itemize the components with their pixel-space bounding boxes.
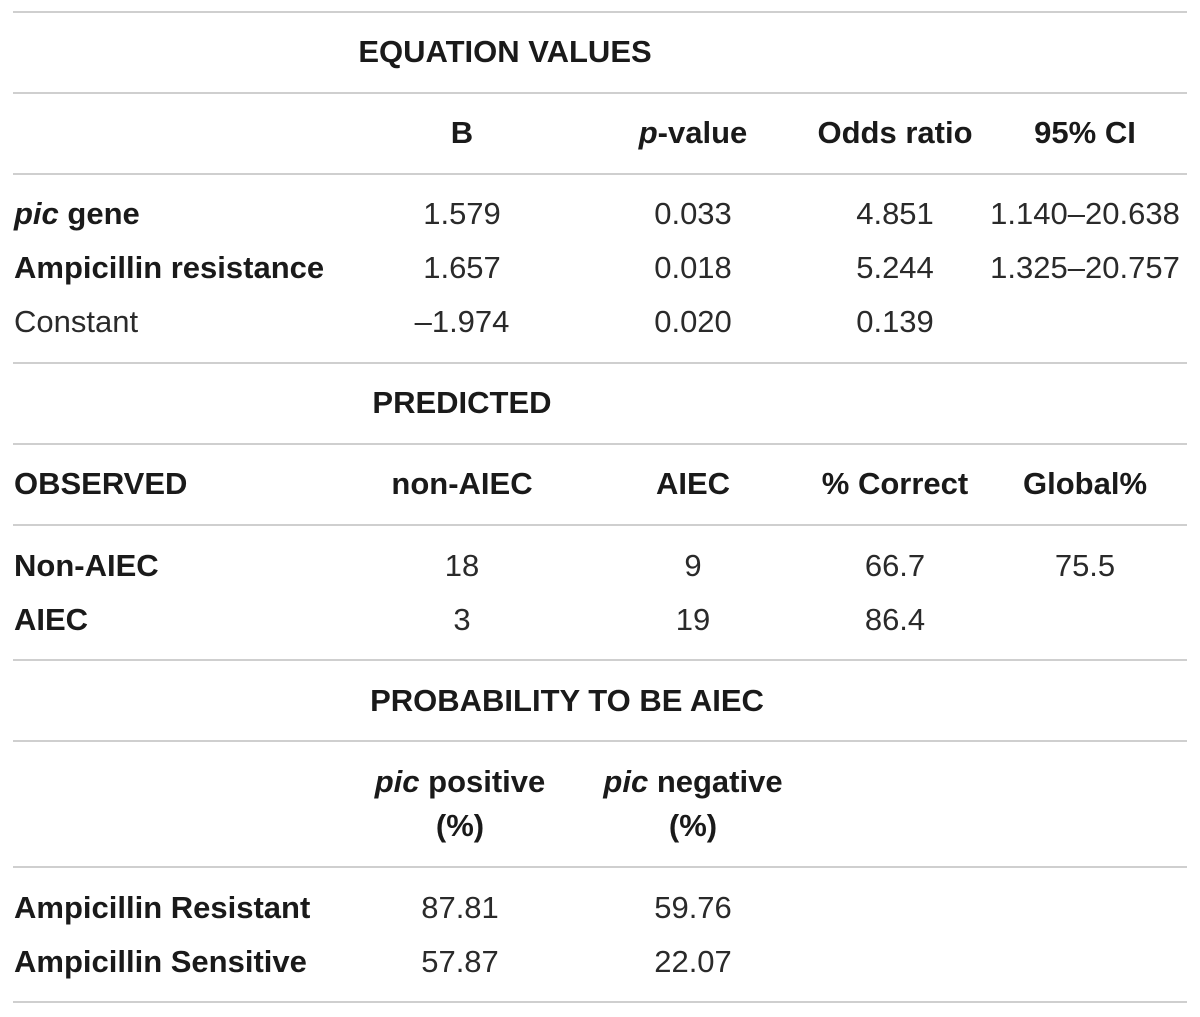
cell-value: 1.579	[423, 196, 501, 231]
cell-value: 19	[675, 602, 711, 637]
cell-value: 0.018	[654, 250, 732, 285]
row-label-ampicillin-resistance: Ampicillin resistance	[14, 250, 325, 285]
cell-value: 87.81	[421, 890, 499, 925]
header-percent-correct: % Correct	[821, 466, 969, 501]
cell-value: 3	[453, 602, 471, 637]
predicted-title-rule	[13, 443, 1187, 445]
cell-value: 1.325–20.757	[990, 250, 1180, 285]
predicted-header-rule	[13, 524, 1187, 526]
row-label-pic-gene: pic gene	[14, 194, 140, 234]
header-p-value: p-value	[639, 113, 748, 153]
header-pic-positive: pic positive (%)	[375, 760, 546, 848]
table-bottom-rule	[13, 1001, 1187, 1003]
cell-value: 0.033	[654, 196, 732, 231]
probability-title-rule	[13, 740, 1187, 742]
header-pic-positive-line1: pic positive	[375, 760, 546, 804]
cell-value: 1.140–20.638	[990, 196, 1180, 231]
cell-value: 66.7	[864, 548, 926, 583]
row-label-ampicillin-sensitive: Ampicillin Sensitive	[14, 944, 307, 979]
cell-value: 59.76	[654, 890, 732, 925]
cell-value: –1.974	[414, 304, 510, 339]
probability-header-rule	[13, 866, 1187, 868]
pic-gene-rest: gene	[58, 196, 140, 231]
probability-section-title: PROBABILITY TO BE AIEC	[370, 683, 764, 718]
pic-italic: pic	[14, 196, 59, 231]
predicted-section-rule	[13, 659, 1187, 661]
row-label-constant: Constant	[14, 304, 139, 339]
header-p-italic: p	[638, 115, 658, 150]
row-label-aiec: AIEC	[14, 602, 89, 637]
header-global-percent: Global%	[1022, 466, 1148, 501]
row-label-ampicillin-resistant: Ampicillin Resistant	[14, 890, 311, 925]
header-95-ci: 95% CI	[1034, 115, 1136, 150]
cell-value: 0.020	[654, 304, 732, 339]
cell-value: 1.657	[423, 250, 501, 285]
cell-value: 57.87	[421, 944, 499, 979]
cell-value: 4.851	[856, 196, 934, 231]
cell-value: 9	[684, 548, 702, 583]
equation-header-rule	[13, 173, 1187, 175]
equation-section-rule	[13, 362, 1187, 364]
header-pic-positive-unit: (%)	[435, 808, 485, 843]
negative-rest: negative	[648, 764, 783, 799]
cell-value: 75.5	[1054, 548, 1116, 583]
row-label-non-aiec: Non-AIEC	[14, 548, 159, 583]
pic-italic: pic	[374, 764, 420, 799]
cell-value: 18	[444, 548, 480, 583]
pic-italic: pic	[603, 764, 649, 799]
header-pic-negative-unit: (%)	[668, 808, 718, 843]
header-odds-ratio: Odds ratio	[817, 115, 973, 150]
header-aiec: AIEC	[655, 466, 731, 501]
equation-section-title: EQUATION VALUES	[358, 34, 652, 69]
header-non-aiec: non-AIEC	[391, 466, 533, 501]
cell-value: 22.07	[654, 944, 732, 979]
header-pic-negative-line1: pic negative	[603, 760, 782, 804]
cell-value: 0.139	[856, 304, 934, 339]
positive-rest: positive	[419, 764, 546, 799]
header-pic-negative: pic negative (%)	[603, 760, 782, 848]
header-observed: OBSERVED	[14, 466, 188, 501]
header-p-rest: -value	[657, 115, 748, 150]
equation-title-rule	[13, 92, 1187, 94]
cell-value: 86.4	[864, 602, 926, 637]
header-b: B	[450, 115, 474, 150]
predicted-section-title: PREDICTED	[372, 385, 552, 420]
cell-value: 5.244	[856, 250, 934, 285]
table-top-rule	[13, 11, 1187, 13]
